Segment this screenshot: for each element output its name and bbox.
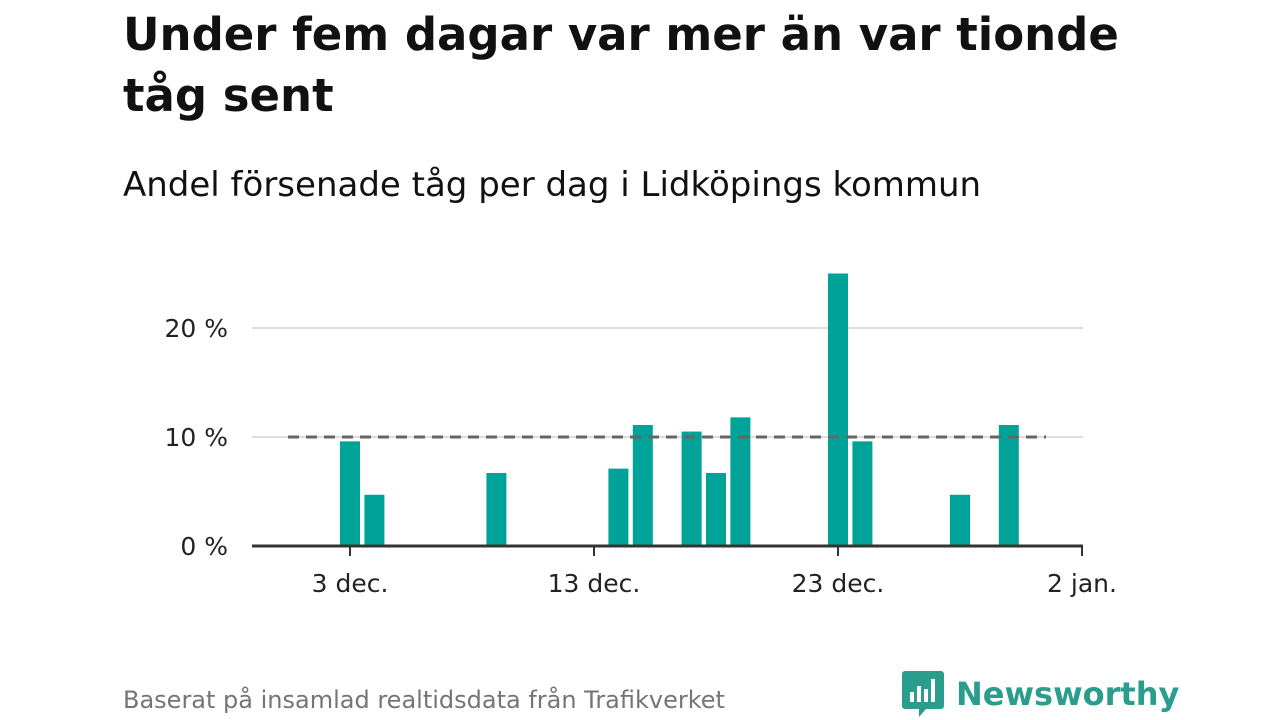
newsworthy-logo-icon: [902, 671, 944, 717]
bar: [950, 494, 970, 546]
brand-name: Newsworthy: [956, 675, 1180, 713]
x-tick-label: 2 jan.: [1047, 569, 1117, 598]
x-tick-label: 23 dec.: [792, 569, 885, 598]
newsworthy-brand: Newsworthy: [902, 670, 1179, 718]
y-tick-label: 20 %: [164, 314, 228, 343]
bar: [608, 468, 629, 546]
bar: [730, 417, 751, 546]
bar: [852, 441, 873, 546]
y-tick-label: 10 %: [164, 423, 228, 452]
bar: [486, 472, 507, 546]
bar: [681, 431, 702, 546]
source-note: Baserat på insamlad realtidsdata från Tr…: [123, 686, 725, 714]
x-tick-label: 13 dec.: [548, 569, 641, 598]
bar: [632, 425, 653, 546]
chart-title: Under fem dagar var mer än var tionde tå…: [123, 8, 1119, 122]
bar: [364, 494, 385, 546]
bar: [706, 472, 726, 546]
y-tick-label: 0 %: [180, 532, 228, 561]
x-tick-label: 3 dec.: [312, 569, 389, 598]
bar: [998, 425, 1019, 546]
chart-subtitle: Andel försenade tåg per dag i Lidköpings…: [123, 165, 982, 205]
bar: [828, 273, 848, 546]
bar: [340, 441, 360, 546]
